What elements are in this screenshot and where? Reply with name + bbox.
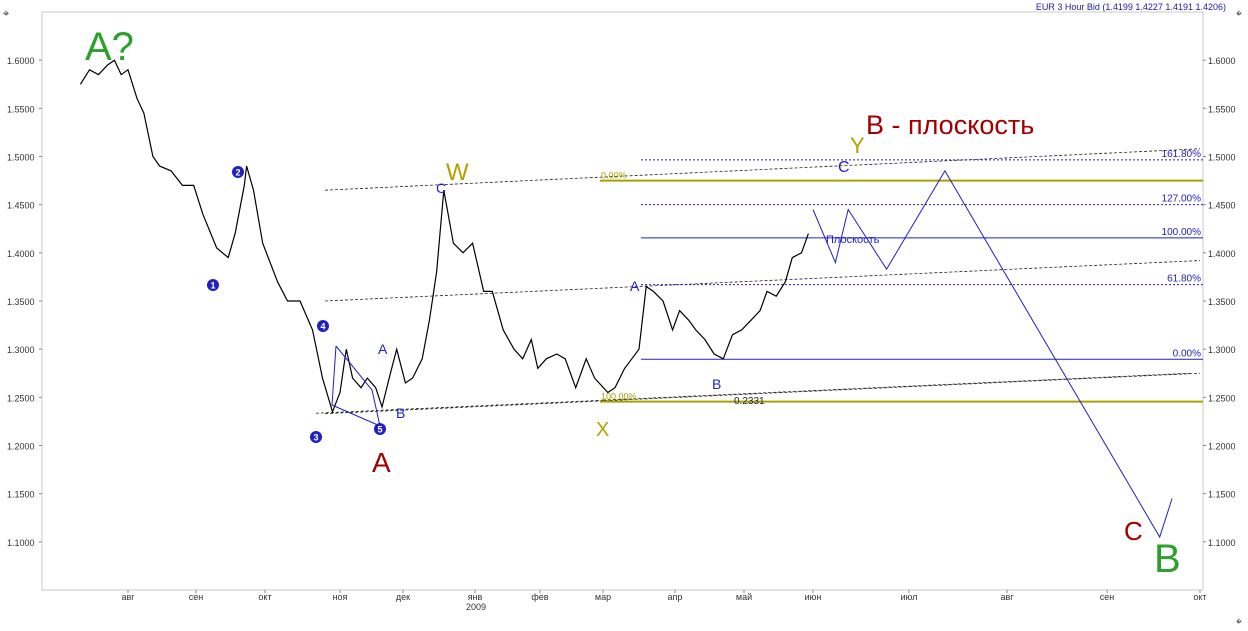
trend-line (315, 399, 604, 414)
y-tick-label: 1.1500 (1208, 490, 1236, 500)
wave-sketch-line (331, 345, 381, 427)
wave-count-marker (207, 279, 219, 291)
x-tick-label: сен (189, 592, 204, 602)
wave-count-label: 3 (313, 433, 318, 443)
x-tick-label: сен (1100, 592, 1115, 602)
fib-label: 161.80% (1162, 149, 1202, 160)
x-tick-label: июн (805, 592, 822, 602)
y-tick-label: 1.4000 (7, 249, 35, 259)
wave-annotation: A? (85, 25, 134, 69)
wave-annotation: B - плоскость (866, 110, 1034, 140)
crosshair-icon[interactable]: ⌖ (1235, 8, 1242, 20)
x-tick-label: мар (595, 592, 611, 602)
wave-count-marker (374, 423, 386, 435)
wave-annotation: W (446, 159, 469, 186)
wave-annotation: X (596, 419, 609, 441)
wave-count-marker (317, 320, 329, 332)
crosshair-icon[interactable]: ⌖ (3, 8, 10, 20)
y-tick-label: 1.3000 (1208, 345, 1236, 355)
y-tick-label: 1.2500 (1208, 393, 1236, 403)
y-tick-label: 1.3500 (1208, 297, 1236, 307)
wave-annotation: A (372, 447, 391, 478)
trend-line (324, 148, 1201, 191)
y-tick-label: 1.1500 (7, 490, 35, 500)
y-tick-label: 1.2500 (7, 393, 35, 403)
plot-frame (41, 11, 1204, 591)
fib-label: 61.80% (1167, 274, 1201, 285)
x-tick-label: май (736, 592, 752, 602)
y-tick-label: 1.3500 (7, 297, 35, 307)
x-tick-label: фев (531, 592, 548, 602)
fib-label: 0.00% (601, 171, 627, 181)
y-tick-label: 1.2000 (7, 442, 35, 452)
trend-line (602, 372, 1191, 401)
wave-count-marker (310, 431, 322, 443)
x-tick-label: авг (121, 592, 135, 602)
fib-label: 100.00% (601, 392, 637, 402)
trend-line (324, 372, 1201, 415)
wave-count-marker (232, 166, 244, 178)
wave-annotation: Плоскость (826, 234, 880, 246)
x-tick-label: дек (396, 592, 410, 602)
y-tick-label: 1.2000 (1208, 442, 1236, 452)
y-tick-label: 1.4500 (1208, 201, 1236, 211)
trend-line (324, 260, 1201, 302)
projection-path (812, 169, 1173, 539)
wave-annotation: B (396, 405, 405, 421)
price-series-line (79, 59, 809, 414)
wave-count-label: 4 (320, 322, 325, 332)
x-tick-label: июл (901, 592, 918, 602)
wave-annotation: Y (850, 133, 865, 158)
fib-label: 127.00% (1162, 194, 1202, 205)
wave-annotation: A (378, 341, 388, 357)
y-tick-label: 1.1000 (7, 538, 35, 548)
y-tick-label: 1.6000 (7, 56, 35, 66)
y-tick-label: 1.5500 (1208, 104, 1236, 114)
crosshair-icon[interactable]: ⌖ (1235, 616, 1242, 628)
y-tick-label: 1.3000 (7, 345, 35, 355)
year-label: 2009 (466, 602, 486, 612)
wave-annotation: C (1124, 516, 1143, 546)
y-tick-label: 1.6000 (1208, 56, 1236, 66)
y-tick-label: 1.4500 (7, 201, 35, 211)
wave-count-label: 5 (377, 425, 382, 435)
wave-count-label: 2 (235, 168, 240, 178)
wave-annotation: C (838, 159, 850, 176)
wave-annotation: A (630, 278, 640, 294)
y-tick-label: 1.1000 (1208, 538, 1236, 548)
x-tick-label: окт (258, 592, 271, 602)
wave-annotation: C (436, 180, 446, 196)
x-tick-label: авг (1000, 592, 1014, 602)
wave-annotation: B (1154, 537, 1181, 581)
x-tick-label: янв (468, 592, 483, 602)
y-tick-label: 1.5000 (1208, 153, 1236, 163)
x-tick-label: ноя (333, 592, 348, 602)
y-tick-label: 1.5500 (7, 104, 35, 114)
wave-annotation: B (712, 376, 721, 392)
wave-count-label: 1 (210, 281, 215, 291)
y-tick-label: 1.5000 (7, 153, 35, 163)
fib-label: 100.00% (1162, 227, 1202, 238)
y-tick-label: 1.4000 (1208, 249, 1236, 259)
chart-title: EUR 3 Hour Bid (1.4199 1.4227 1.4191 1.4… (1035, 2, 1226, 12)
note-label: 0.2331 (734, 396, 765, 407)
x-tick-label: окт (1193, 592, 1206, 602)
x-tick-label: апр (668, 592, 683, 602)
fib-label: 0.00% (1173, 348, 1201, 359)
